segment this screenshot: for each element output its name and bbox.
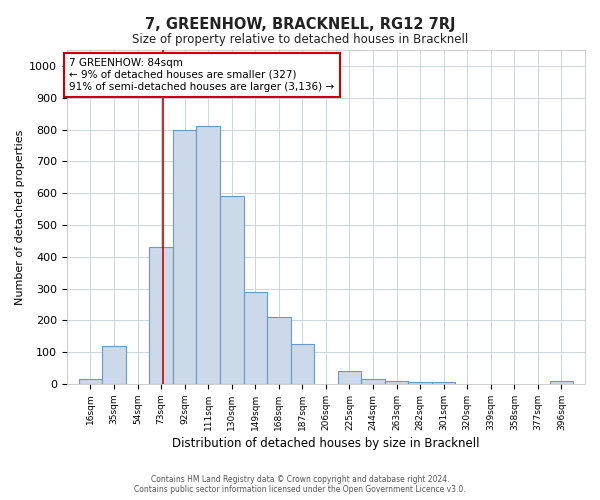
Text: 7 GREENHOW: 84sqm
← 9% of detached houses are smaller (327)
91% of semi-detached: 7 GREENHOW: 84sqm ← 9% of detached house… xyxy=(70,58,335,92)
Bar xyxy=(196,126,220,384)
Bar xyxy=(432,382,455,384)
Bar xyxy=(290,344,314,384)
Bar xyxy=(173,130,196,384)
Bar xyxy=(102,346,126,384)
Bar xyxy=(244,292,267,384)
X-axis label: Distribution of detached houses by size in Bracknell: Distribution of detached houses by size … xyxy=(172,437,479,450)
Bar xyxy=(220,196,244,384)
Bar xyxy=(550,381,573,384)
Bar xyxy=(338,371,361,384)
Bar xyxy=(79,379,102,384)
Bar xyxy=(409,382,432,384)
Bar xyxy=(385,381,409,384)
Text: Size of property relative to detached houses in Bracknell: Size of property relative to detached ho… xyxy=(132,32,468,46)
Text: Contains HM Land Registry data © Crown copyright and database right 2024.
Contai: Contains HM Land Registry data © Crown c… xyxy=(134,474,466,494)
Bar xyxy=(361,379,385,384)
Bar xyxy=(149,247,173,384)
Text: 7, GREENHOW, BRACKNELL, RG12 7RJ: 7, GREENHOW, BRACKNELL, RG12 7RJ xyxy=(145,18,455,32)
Y-axis label: Number of detached properties: Number of detached properties xyxy=(15,130,25,304)
Bar xyxy=(267,317,290,384)
